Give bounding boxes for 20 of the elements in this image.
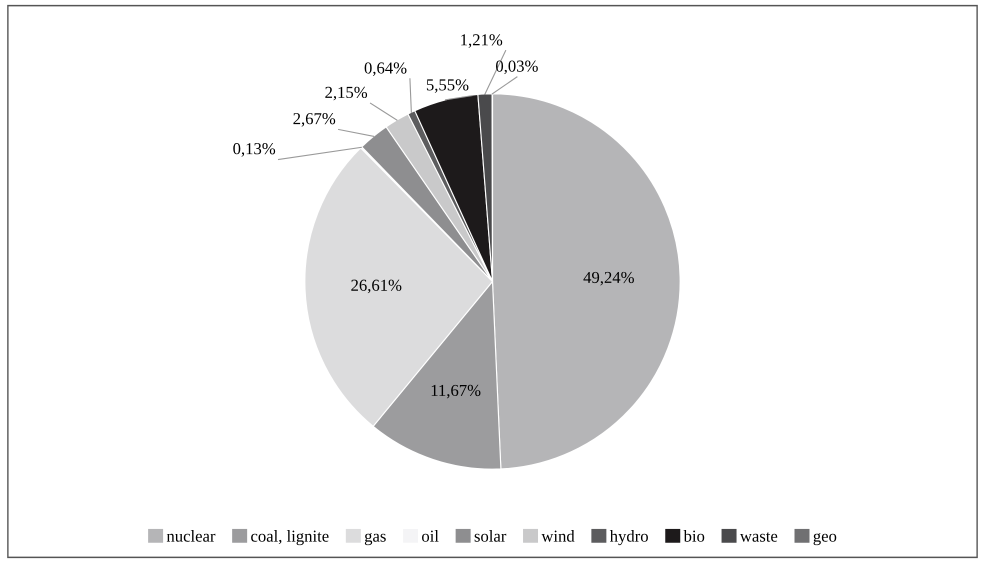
legend-label: solar xyxy=(474,530,506,542)
data-label: 5,55% xyxy=(426,79,468,93)
legend-label: waste xyxy=(740,532,778,542)
legend-label: oil xyxy=(422,530,439,542)
data-label: 0,13% xyxy=(233,143,276,157)
data-label: 2,67% xyxy=(293,113,336,127)
data-label: 26,61% xyxy=(351,280,402,294)
data-label: 2,15% xyxy=(325,86,368,100)
data-label: 11,67% xyxy=(432,384,480,398)
data-label: 1,21% xyxy=(461,34,502,48)
legend-label: hydro xyxy=(610,530,648,546)
legend-label: gas xyxy=(364,533,386,546)
legend-label: nuclear xyxy=(166,530,216,542)
legend-label: coal, lignite xyxy=(251,530,329,546)
data-label: 0,64% xyxy=(364,62,406,76)
legend-label: wind xyxy=(541,530,574,542)
legend-label: bio xyxy=(684,530,704,542)
legend-label: geo xyxy=(814,533,836,546)
data-label: 0,03% xyxy=(496,60,538,74)
data-label: 49,24% xyxy=(583,272,634,286)
